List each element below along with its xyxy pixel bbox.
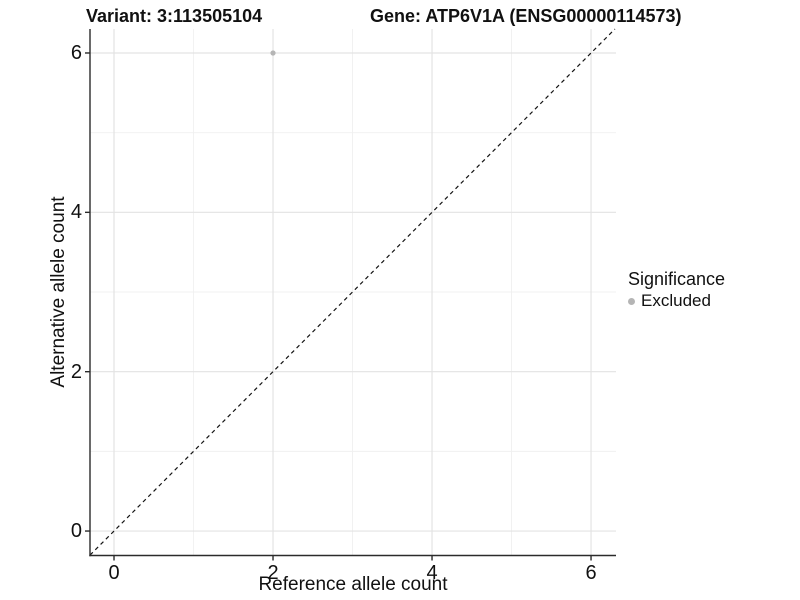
data-point [270,50,276,56]
x-tick-label: 2 [267,561,279,584]
identity-reference-line [89,28,616,556]
x-axis-label: Reference allele count [258,574,448,595]
y-tick-label: 2 [70,360,82,383]
plot-title-variant: Variant: 3:113505104 [86,6,263,26]
y-tick-label: 6 [70,41,82,64]
x-tick-label: 4 [426,561,438,584]
x-tick-label: 6 [585,561,597,584]
legend-title: Significance [628,269,726,289]
legend-item-excluded: Excluded [628,291,725,311]
legend-item-label: Excluded [641,291,711,310]
x-tick-label: 0 [108,561,120,584]
legend-point-swatch-icon [628,297,635,305]
y-axis-label: Alternative allele count [48,196,69,388]
y-tick-label: 4 [70,201,82,224]
y-tick-label: 0 [70,520,82,543]
plot-title-gene: Gene: ATP6V1A (ENSG00000114573) [370,6,682,26]
legend: Significance Excluded [628,268,725,311]
